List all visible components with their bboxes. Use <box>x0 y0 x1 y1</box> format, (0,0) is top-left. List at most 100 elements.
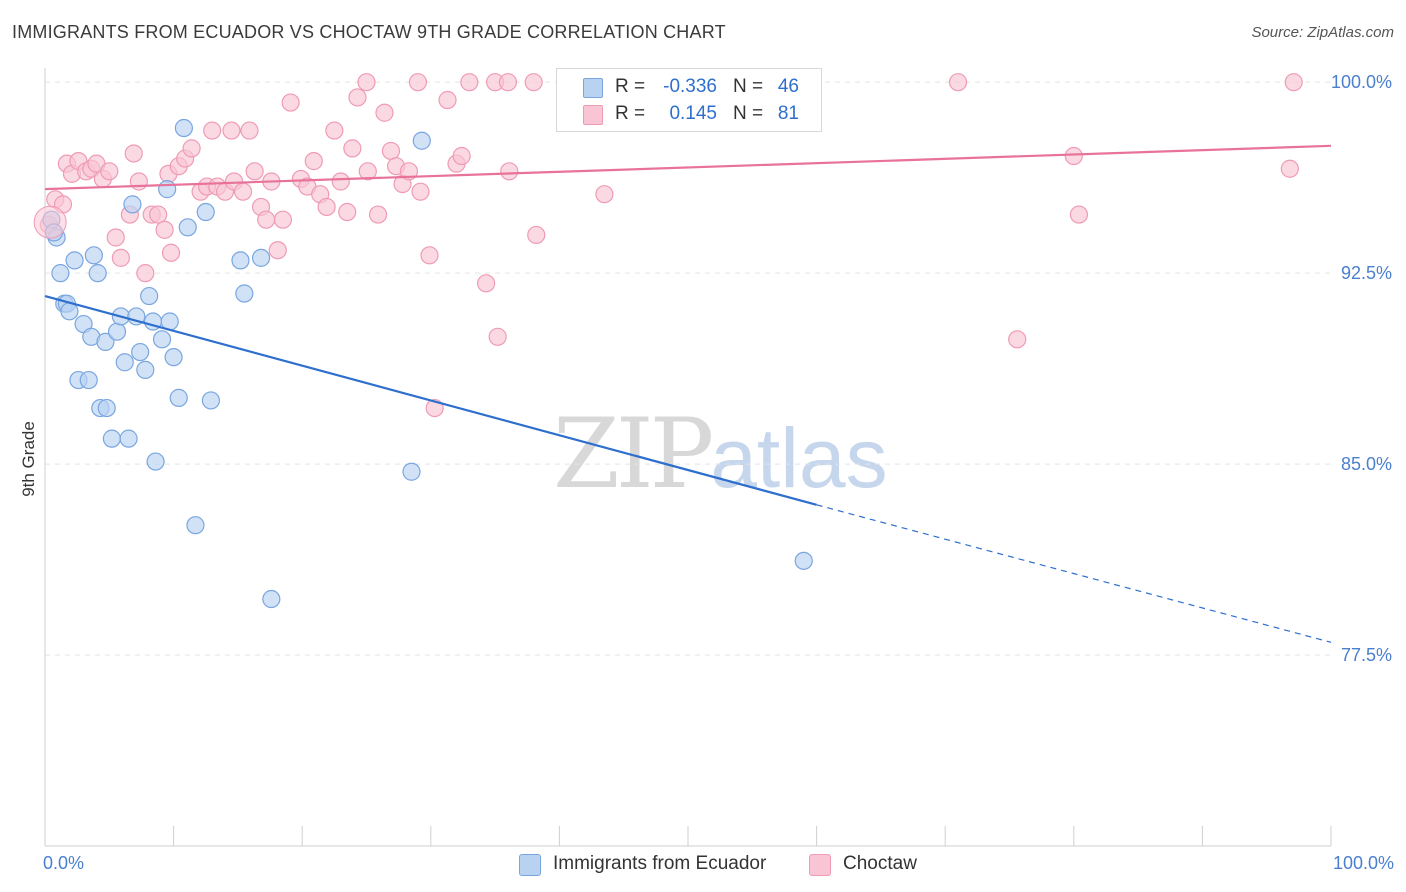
trend-lines <box>44 144 1332 643</box>
choctaw-point <box>411 182 430 201</box>
n-value: 46 <box>777 76 799 97</box>
ecuador-point <box>178 218 197 237</box>
choctaw-point <box>524 73 543 92</box>
n-label: N = <box>733 76 764 97</box>
ecuador-point <box>412 131 431 150</box>
choctaw-point <box>155 220 174 239</box>
choctaw-point <box>375 103 394 122</box>
choctaw-point <box>331 172 350 191</box>
ecuador-point <box>79 370 98 390</box>
ecuador-point <box>174 118 193 138</box>
choctaw-point <box>1064 146 1083 166</box>
choctaw-point <box>149 205 168 224</box>
choctaw-point <box>257 210 276 229</box>
ecuador-point <box>107 322 127 341</box>
zipatlas-watermark: ZIPatlas <box>553 398 888 510</box>
choctaw-point <box>488 327 507 346</box>
legend-swatch-choctaw <box>809 854 831 876</box>
choctaw-point <box>343 139 362 158</box>
ecuador-point <box>196 202 215 222</box>
legend-swatch-choctaw <box>583 105 603 125</box>
choctaw-point <box>500 162 519 181</box>
choctaw-point <box>111 248 130 267</box>
choctaw-point <box>399 162 419 181</box>
choctaw-point <box>100 162 119 181</box>
legend-row-choctaw: R = 0.145 N = 81 <box>557 101 821 127</box>
choctaw-point <box>245 162 264 181</box>
legend-swatch-ecuador <box>519 854 541 876</box>
ecuador-point <box>794 551 813 570</box>
y-tick-label: 92.5% <box>1341 263 1392 283</box>
choctaw-point <box>161 243 181 262</box>
ecuador-point <box>251 248 271 267</box>
choctaw-trend-line <box>44 144 1332 191</box>
legend-row-ecuador: R = -0.336 N = 46 <box>557 74 821 100</box>
ecuador-point <box>146 452 165 471</box>
choctaw-point <box>358 162 377 181</box>
ecuador-point <box>102 429 121 448</box>
choctaw-point <box>182 139 201 158</box>
ecuador-point <box>152 330 172 349</box>
ecuador-point <box>115 353 134 372</box>
choctaw-point <box>348 88 367 107</box>
ecuador-point <box>51 264 70 283</box>
choctaw-point <box>438 90 457 110</box>
series-legend: Immigrants from Ecuador Choctaw <box>0 852 1406 878</box>
legend-swatch-ecuador <box>583 78 603 98</box>
watermark-zip: ZIP <box>553 398 714 510</box>
ecuador-point <box>88 264 107 283</box>
ecuador-point <box>164 348 183 367</box>
choctaw-point <box>408 73 428 92</box>
ecuador-point <box>136 360 155 379</box>
ecuador-trend-extension <box>816 504 1332 643</box>
r-label: R = <box>615 103 646 124</box>
r-value: 0.145 <box>669 103 717 124</box>
choctaw-point <box>368 205 388 224</box>
y-axis-label: 9th Grade <box>19 421 38 497</box>
choctaw-point <box>203 121 222 140</box>
choctaw-point <box>948 73 968 92</box>
ecuador-point <box>119 429 138 448</box>
choctaw-point <box>129 172 148 191</box>
n-label: N = <box>733 103 764 124</box>
stats-legend: R = -0.336 N = 46 R = 0.145 N = 81 <box>556 68 822 132</box>
x-tick-label: 100.0% <box>1333 853 1394 873</box>
ecuador-point <box>201 391 220 410</box>
choctaw-point <box>1280 159 1299 178</box>
ecuador-point <box>231 251 250 270</box>
source-credit: Source: ZipAtlas.com <box>1251 24 1394 41</box>
choctaw-point <box>338 202 357 222</box>
series-label: Immigrants from Ecuador <box>553 853 767 874</box>
ecuador-point <box>262 589 281 609</box>
axis-labels: 77.5% 85.0% 92.5% 100.0% 0.0% 100.0% 9th Grade <box>19 72 1394 873</box>
axes <box>44 68 1332 847</box>
choctaw-point <box>240 121 259 140</box>
ecuador-point <box>96 332 115 351</box>
choctaw-point <box>1284 73 1303 92</box>
ecuador-point <box>158 180 177 199</box>
choctaw-point <box>1008 330 1027 349</box>
choctaw-point <box>222 121 241 140</box>
y-tick-label: 77.5% <box>1341 645 1392 665</box>
ecuador-point <box>235 284 254 303</box>
y-tick-label: 100.0% <box>1331 72 1392 92</box>
choctaw-point <box>233 182 253 201</box>
choctaw-point <box>595 185 614 204</box>
choctaw-point <box>425 398 444 418</box>
choctaw-point <box>357 73 376 92</box>
x-tick-label: 0.0% <box>43 853 84 873</box>
ecuador-point <box>169 388 188 407</box>
chart-title: IMMIGRANTS FROM ECUADOR VS CHOCTAW 9TH G… <box>12 22 726 42</box>
choctaw-point <box>476 274 496 293</box>
ecuador-point <box>402 462 421 481</box>
r-label: R = <box>615 76 646 97</box>
choctaw-point <box>527 225 546 245</box>
choctaw-point <box>268 241 287 260</box>
ecuador-point <box>140 286 159 306</box>
n-value: 81 <box>777 103 799 124</box>
r-value: -0.336 <box>663 76 717 97</box>
choctaw-point <box>452 146 471 166</box>
choctaw-point <box>136 264 155 283</box>
choctaw-point <box>1069 205 1089 224</box>
